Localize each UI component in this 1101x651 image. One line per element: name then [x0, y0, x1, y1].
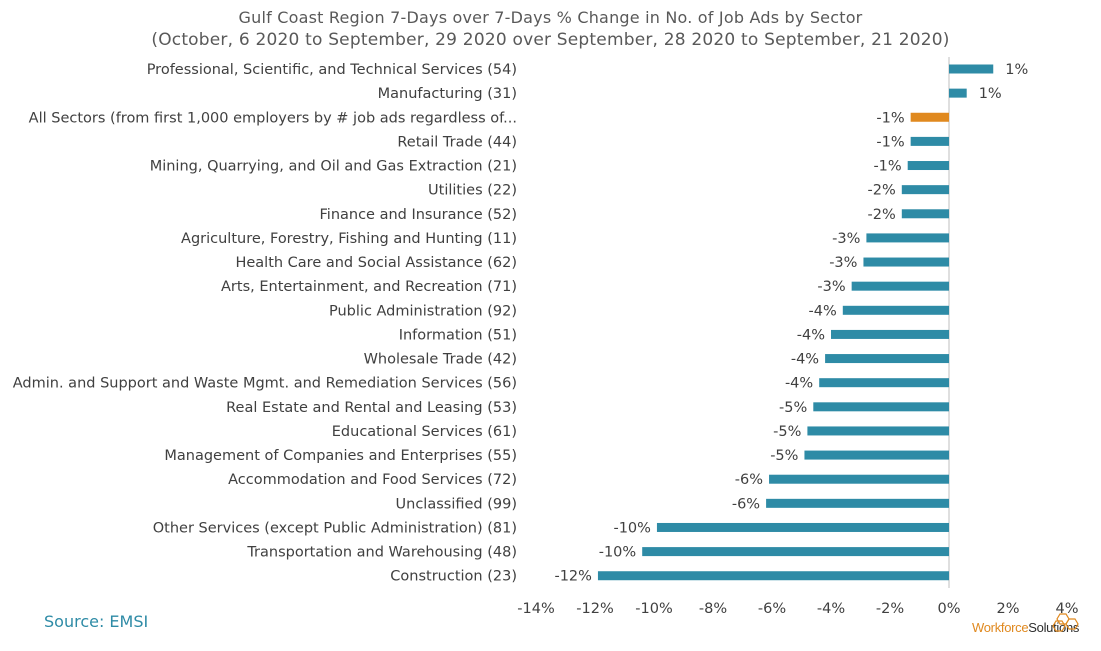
data-label: -1%	[873, 159, 901, 175]
bar	[851, 281, 949, 291]
data-label: -2%	[868, 183, 896, 199]
data-label: -6%	[732, 496, 760, 512]
data-label: -4%	[797, 327, 825, 343]
bar	[597, 571, 949, 581]
data-label: -4%	[809, 303, 837, 319]
data-label: -6%	[735, 472, 763, 488]
bar	[901, 209, 949, 219]
data-label: 1%	[1005, 62, 1028, 78]
bar	[831, 329, 949, 339]
data-label: -3%	[832, 231, 860, 247]
category-label: Educational Services (61)	[332, 424, 517, 440]
category-label: Accommodation and Food Services (72)	[228, 472, 517, 488]
data-label: -12%	[554, 569, 591, 585]
category-label: Manufacturing (31)	[378, 86, 517, 102]
data-label: -10%	[599, 545, 636, 561]
category-label: Utilities (22)	[428, 183, 517, 199]
data-label: -5%	[779, 400, 807, 416]
x-tick-label: -14%	[517, 601, 554, 617]
chart-subtitle: (October, 6 2020 to September, 29 2020 o…	[151, 30, 950, 50]
x-tick-label: 2%	[996, 601, 1019, 617]
category-label: Agriculture, Forestry, Fishing and Hunti…	[181, 231, 517, 247]
x-tick-label: 4%	[1055, 601, 1078, 617]
category-label: Public Administration (92)	[329, 303, 517, 319]
bar	[949, 64, 994, 74]
bar	[642, 547, 949, 557]
bar	[825, 354, 949, 364]
bar	[907, 161, 949, 171]
category-label: Real Estate and Rental and Leasing (53)	[226, 400, 517, 416]
bar	[656, 522, 949, 532]
category-label: Health Care and Social Assistance (62)	[235, 255, 517, 271]
category-label: Unclassified (99)	[396, 496, 517, 512]
category-label: All Sectors (from first 1,000 employers …	[29, 110, 517, 126]
x-tick-label: -2%	[876, 601, 904, 617]
category-label: Management of Companies and Enterprises …	[164, 448, 517, 464]
data-label: -5%	[773, 424, 801, 440]
data-label: -1%	[876, 134, 904, 150]
bar	[804, 450, 949, 460]
data-label: -1%	[876, 110, 904, 126]
data-label: -3%	[817, 279, 845, 295]
category-label: Construction (23)	[390, 569, 517, 585]
x-tick-label: -6%	[758, 601, 786, 617]
source-note: Source: EMSI	[44, 612, 149, 631]
bar	[807, 426, 949, 436]
x-tick-label: -12%	[576, 601, 613, 617]
category-label: Arts, Entertainment, and Recreation (71)	[221, 279, 517, 295]
x-tick-label: 0%	[937, 601, 960, 617]
x-tick-label: -4%	[817, 601, 845, 617]
category-label: Other Services (except Public Administra…	[153, 520, 517, 536]
data-label: -2%	[868, 207, 896, 223]
category-label: Finance and Insurance (52)	[320, 207, 518, 223]
data-label: -4%	[785, 376, 813, 392]
hexagon-logo-icon	[1052, 613, 1079, 632]
category-label: Professional, Scientific, and Technical …	[147, 62, 517, 78]
bar	[769, 474, 949, 484]
bar	[863, 257, 949, 267]
bar	[813, 402, 949, 412]
x-tick-label: -10%	[635, 601, 672, 617]
data-label: -5%	[770, 448, 798, 464]
logo-word-workforce: Workforce	[972, 620, 1029, 635]
data-label: -10%	[613, 520, 650, 536]
bar	[819, 378, 949, 388]
data-label: 1%	[979, 86, 1002, 102]
category-label: Retail Trade (44)	[397, 134, 517, 150]
bar	[866, 233, 949, 243]
category-label: Mining, Quarrying, and Oil and Gas Extra…	[150, 159, 517, 175]
category-label: Information (51)	[399, 327, 517, 343]
category-label: Transportation and Warehousing (48)	[246, 545, 517, 561]
bar	[842, 305, 949, 315]
category-label: Wholesale Trade (42)	[364, 352, 517, 368]
x-tick-label: -8%	[699, 601, 727, 617]
bar	[910, 136, 949, 146]
data-label: -4%	[791, 352, 819, 368]
bar	[910, 112, 949, 122]
bar	[766, 498, 949, 508]
bar	[901, 185, 949, 195]
category-label: Admin. and Support and Waste Mgmt. and R…	[13, 376, 517, 392]
data-label: -3%	[829, 255, 857, 271]
bar	[949, 88, 967, 98]
chart-title: Gulf Coast Region 7-Days over 7-Days % C…	[238, 8, 863, 27]
